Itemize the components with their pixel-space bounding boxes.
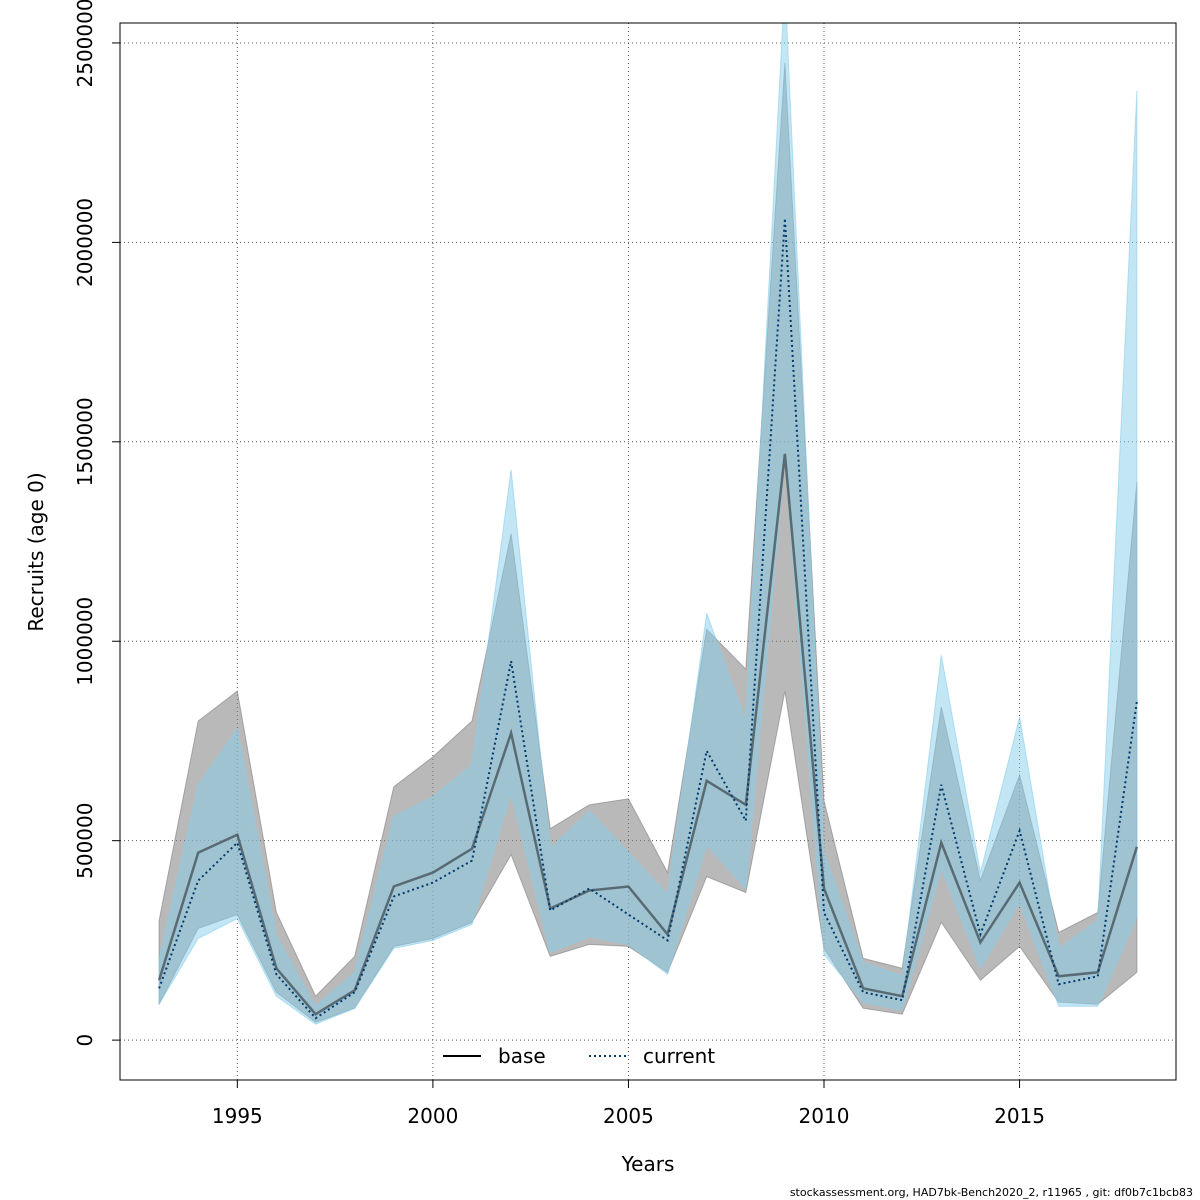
x-tick-label: 2015 bbox=[994, 1104, 1045, 1128]
y-tick-label: 0 bbox=[73, 1034, 97, 1047]
y-tick-label: 1500000 bbox=[73, 397, 97, 486]
legend-base-label: base bbox=[498, 1044, 546, 1068]
grid-lines bbox=[120, 23, 1176, 1080]
y-tick-label: 500000 bbox=[73, 802, 97, 878]
x-tick-label: 2005 bbox=[603, 1104, 654, 1128]
legend: base current bbox=[443, 1044, 715, 1068]
x-axis-title: Years bbox=[621, 1152, 675, 1176]
y-axis: 0 500000 1000000 1500000 2000000 2500000 bbox=[73, 0, 120, 1046]
series-lines bbox=[157, 218, 1139, 1020]
y-tick-label: 2000000 bbox=[73, 198, 97, 287]
y-axis-title: Recruits (age 0) bbox=[24, 472, 48, 631]
x-tick-label: 2010 bbox=[799, 1104, 850, 1128]
footer-credit: stockassessment.org, HAD7bk-Bench2020_2,… bbox=[790, 1186, 1193, 1199]
x-tick-label: 1995 bbox=[212, 1104, 263, 1128]
x-axis: 1995 2000 2005 2010 2015 bbox=[212, 1080, 1045, 1128]
confidence-bands bbox=[158, 23, 1138, 1025]
legend-current-label: current bbox=[643, 1044, 715, 1068]
y-tick-label: 2500000 bbox=[73, 0, 97, 87]
y-tick-label: 1000000 bbox=[73, 597, 97, 686]
x-tick-label: 2000 bbox=[407, 1104, 458, 1128]
plot-frame bbox=[119, 22, 1177, 1081]
band-current bbox=[158, 23, 1138, 1025]
line-base bbox=[157, 453, 1139, 1016]
